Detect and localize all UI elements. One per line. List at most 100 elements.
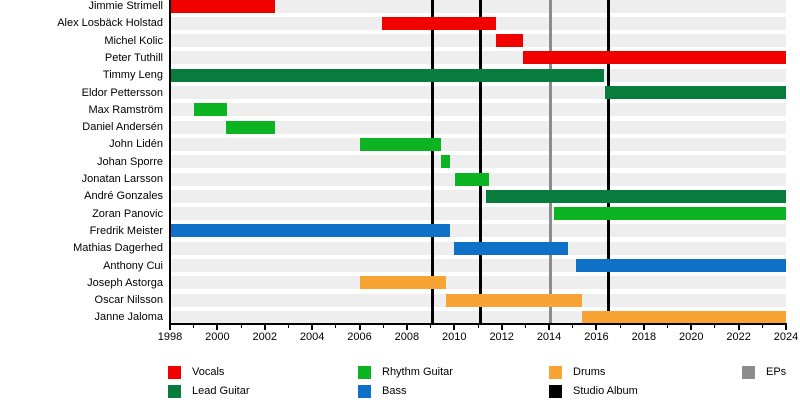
major-tick [311,325,314,330]
major-tick [548,325,551,330]
member-bar [359,137,442,151]
minor-tick [287,325,289,328]
member-name-label: Timmy Leng [102,69,163,82]
row-stripe [170,137,786,151]
major-tick [595,325,598,330]
legend-swatch-studio-album [549,385,562,398]
member-name-label: Jonatan Larsson [81,173,163,185]
axis-tick-label: 2008 [394,331,420,343]
minor-tick [430,325,432,328]
row-stripe [170,155,786,169]
minor-tick [335,325,337,328]
legend-swatch-lead-guitar [168,385,181,398]
member-bar [170,224,450,238]
member-bar [359,276,446,290]
legend-label-studio-album: Studio Album [573,385,638,397]
row-stripe [170,0,786,13]
minor-tick [667,325,669,328]
member-name-label: Mathias Dagerhed [73,242,163,255]
axis-tick-label: 2016 [584,331,609,343]
minor-tick [524,325,526,328]
member-name-label: Anthony Cui [103,259,163,272]
legend-label-drums: Drums [573,366,606,378]
member-name-label: Peter Tuthill [104,51,163,64]
member-bar [455,172,489,186]
legend-label-eps: EPs [766,366,787,378]
legend-label-vocals: Vocals [192,366,225,378]
axis-tick-label: 2010 [442,331,467,343]
member-name-label: Alex Losbäck Holstad [57,17,163,30]
axis-tick-label: 2014 [536,331,562,343]
major-tick [785,325,787,330]
member-bar [553,207,786,221]
minor-tick [619,325,621,328]
member-bar [193,103,227,117]
axis-tick-label: 2024 [773,331,799,343]
legend-label-bass: Bass [382,385,407,397]
member-name-label: Eldor Pettersson [81,86,163,99]
legend-label-lead-guitar: Lead Guitar [192,385,250,397]
studio-album-line [606,0,610,323]
member-name-label: Zoran Panovic [92,207,163,220]
axis-tick-label: 2018 [631,331,657,343]
member-bar [382,16,496,30]
minor-tick [382,325,384,328]
member-name-label: Jimmie Strimell [88,0,163,12]
major-tick [358,325,361,330]
member-name-label: Johan Sporre [96,155,163,168]
row-stripe [170,34,786,48]
member-bar [170,0,276,13]
member-name-label: Michel Kolic [104,34,163,47]
major-tick [690,325,693,330]
member-name-label: André Gonzales [84,190,163,203]
member-name-label: Daniel Andersén [82,121,163,134]
minor-tick [714,325,716,328]
member-bar [441,155,450,169]
minor-tick [193,325,195,328]
minor-tick [761,325,763,328]
minor-tick [477,325,479,328]
axis-tick-label: 2002 [252,331,277,343]
axis-tick-label: 2012 [489,331,514,343]
member-bar [523,51,786,65]
member-bar [446,293,583,307]
member-bar [486,189,786,203]
member-bar [454,241,569,255]
member-name-label: Fredrik Meister [89,224,163,237]
axis-tick-label: 2020 [678,331,704,343]
major-tick [642,325,645,330]
row-stripe [170,276,786,290]
member-bar [604,86,786,99]
row-stripe [170,120,786,134]
legend-label-rhythm-guitar: Rhythm Guitar [382,366,453,378]
member-name-label: Joseph Astorga [87,276,163,289]
legend-swatch-rhythm-guitar [358,366,371,379]
studio-album-line [478,0,482,323]
axis-tick-label: 2022 [726,331,751,343]
legend-swatch-vocals [168,366,181,379]
minor-tick [240,325,242,328]
major-tick [216,325,219,330]
member-name-label: Max Ramström [88,103,163,116]
axis-tick-label: 2004 [299,331,325,343]
y-axis-line [169,0,171,325]
major-tick [169,325,171,330]
member-bar [576,259,786,272]
studio-album-line [431,0,435,323]
x-axis-line [169,323,787,325]
major-tick [737,325,740,330]
major-tick [500,325,503,330]
axis-tick-label: 1998 [157,331,183,343]
member-bar [225,120,276,134]
member-name-label: John Lidén [109,138,163,151]
member-name-label: Oscar Nilsson [94,294,163,307]
legend-swatch-eps [742,366,755,379]
member-bar [582,310,786,324]
row-stripe [170,103,786,117]
member-name-label: Janne Jaloma [94,311,164,324]
member-bar [170,68,604,82]
member-bar [495,34,523,48]
legend-swatch-bass [358,385,371,398]
legend-swatch-drums [549,366,562,379]
